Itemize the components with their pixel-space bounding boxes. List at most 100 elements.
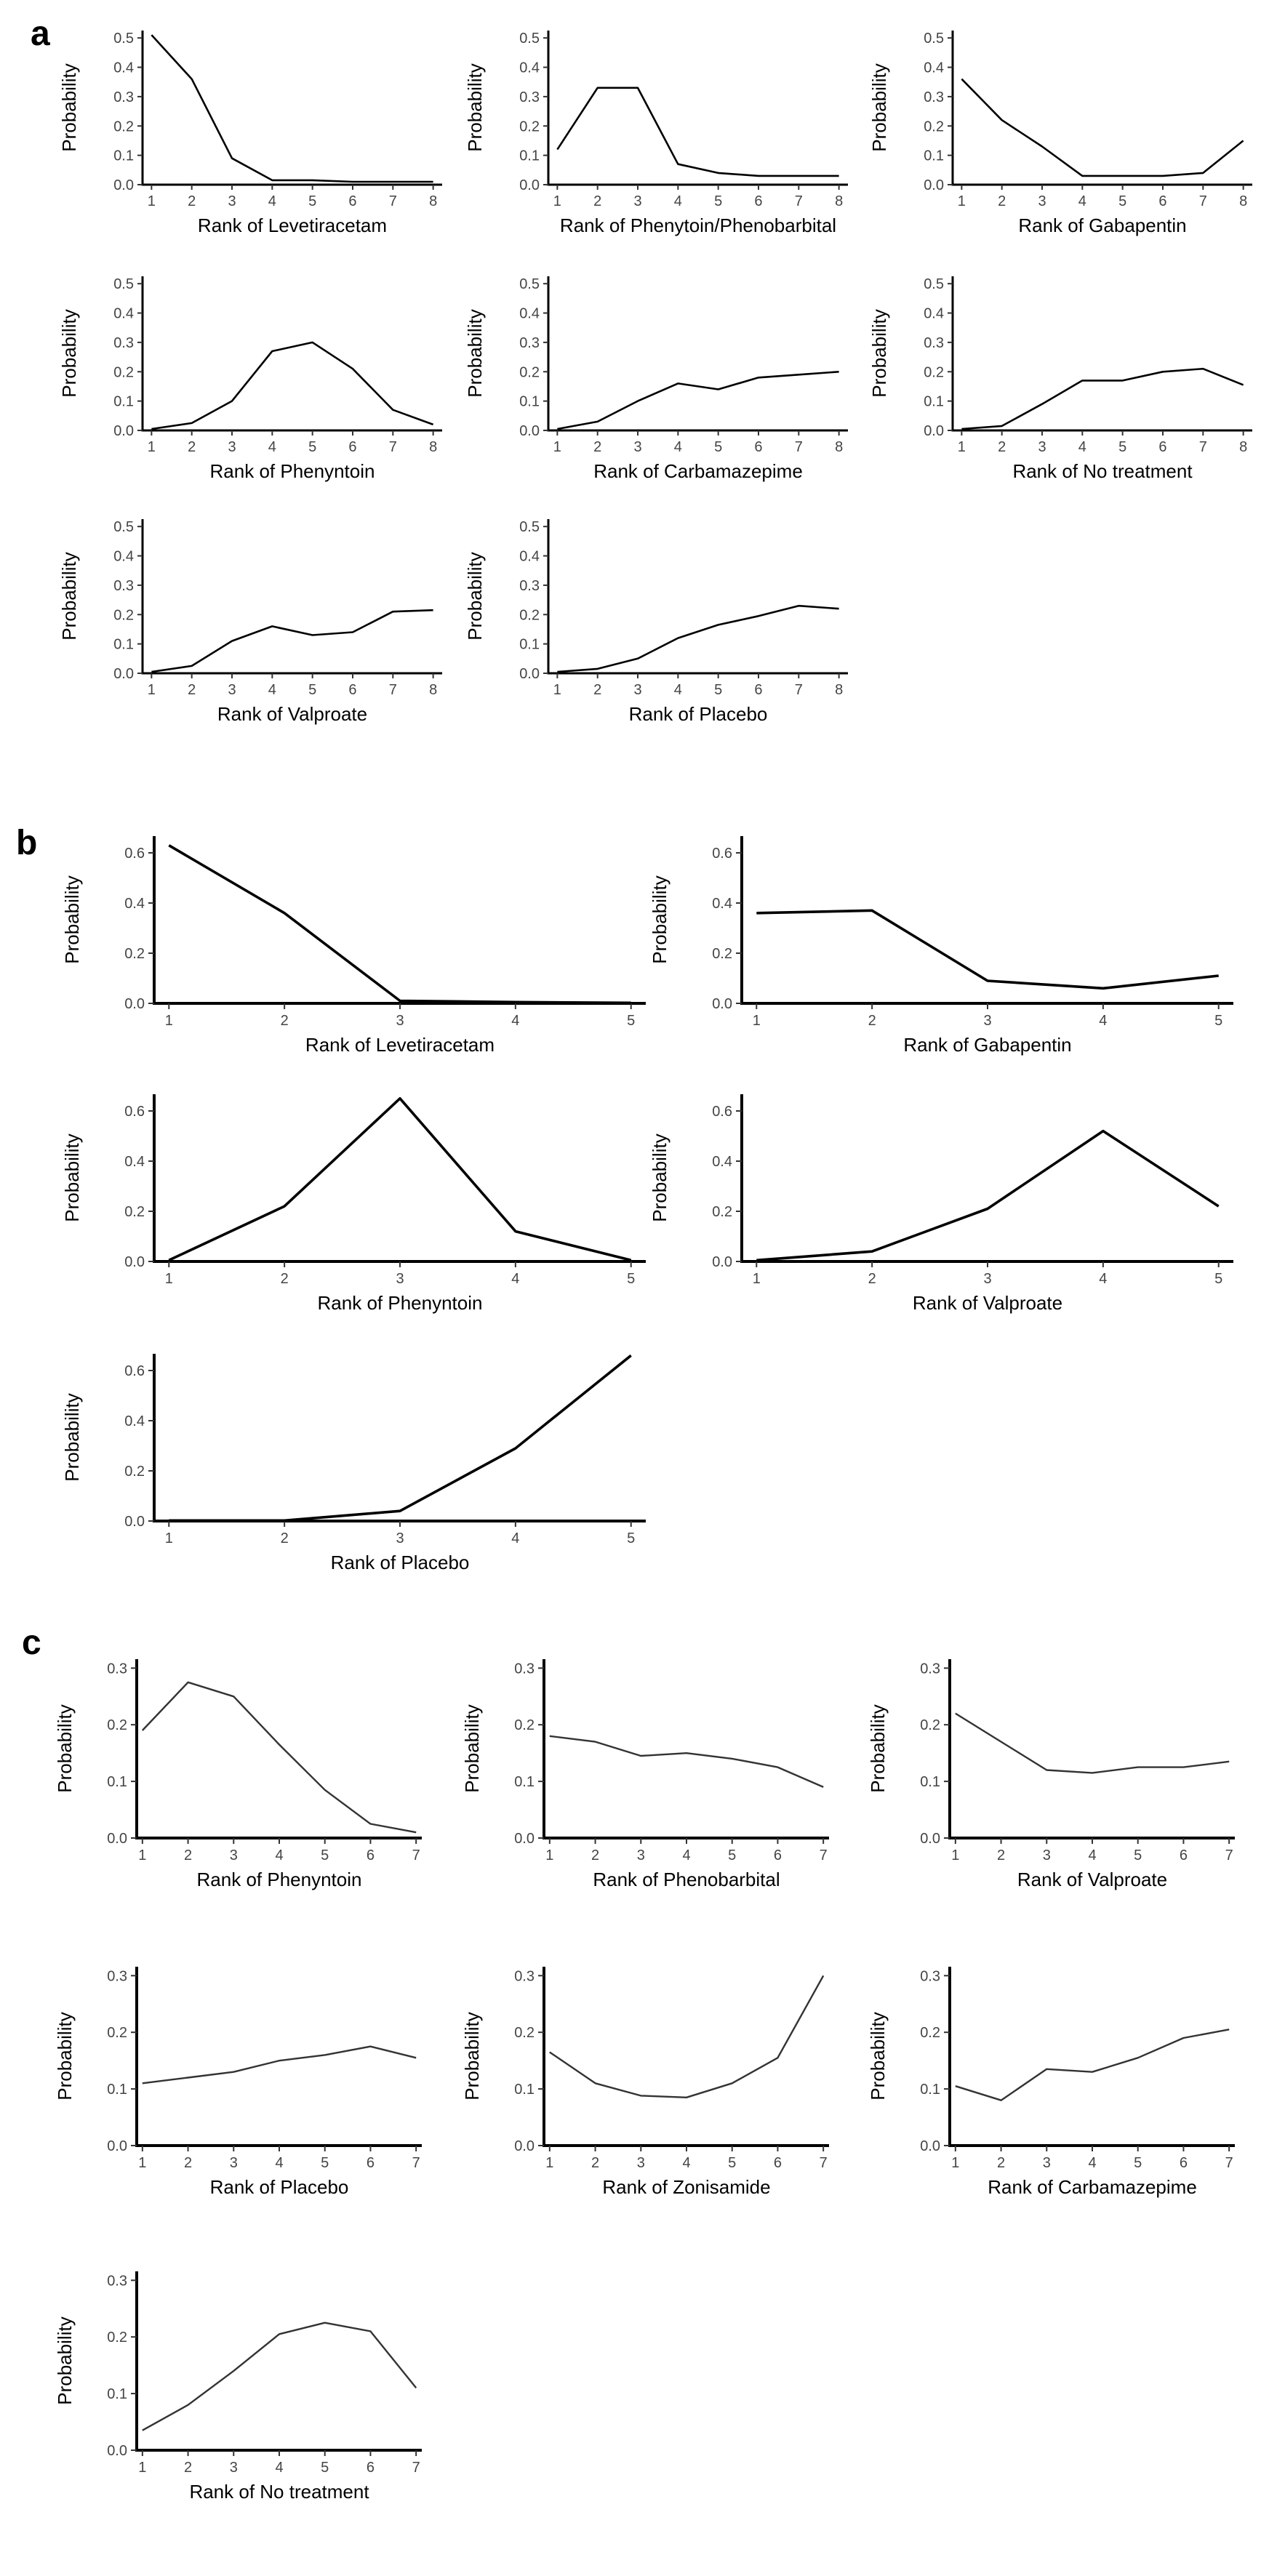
- y-axis-title: Probability: [868, 309, 890, 397]
- plot-b-rank-of-gabapentin: 0.0 0.2 0.4 0.6 1 2 3 4 5 Probability Rank of Gaba…: [649, 836, 1233, 1056]
- x-tick-label: 4: [674, 193, 682, 209]
- x-tick-label: 3: [1043, 1847, 1051, 1863]
- y-tick-label: 0.3: [920, 1661, 940, 1677]
- x-tick-label: 3: [396, 1530, 404, 1546]
- x-tick-label: 2: [593, 439, 601, 455]
- y-tick-label: 0.3: [519, 335, 540, 351]
- y-tick-label: 0.5: [113, 519, 134, 535]
- x-tick-label: 1: [958, 439, 966, 455]
- y-tick-label: 0.3: [924, 89, 944, 105]
- x-tick-label: 2: [997, 1847, 1005, 1863]
- y-tick-label: 0.0: [113, 177, 134, 193]
- x-tick-label: 2: [997, 2155, 1005, 2171]
- series-line: [756, 909, 1219, 990]
- x-tick-label: 3: [633, 439, 641, 455]
- x-tick-label: 5: [308, 439, 316, 455]
- y-tick-label: 0.0: [113, 423, 134, 439]
- series-line: [955, 1712, 1230, 1774]
- x-tick-label: 8: [835, 439, 843, 455]
- plot-b-rank-of-placebo: 0.0 0.2 0.4 0.6 1 2 3 4 5 Probability Rank of Plac…: [61, 1354, 646, 1573]
- x-tick-label: 4: [1099, 1013, 1107, 1029]
- x-tick-label: 5: [1214, 1013, 1222, 1029]
- y-tick-label: 0.4: [924, 60, 944, 76]
- y-tick-label: 0.3: [519, 578, 540, 594]
- y-tick-label: 0.5: [519, 519, 540, 535]
- x-axis-title: Rank of Gabapentin: [903, 1034, 1071, 1056]
- plot-a-rank-of-valproate: 0.0 0.1 0.2 0.3 0.4 0.5 1 2 3 4 5 6 7 8 Probability Ran…: [58, 519, 442, 725]
- x-tick-label: 5: [627, 1013, 635, 1029]
- y-tick-label: 0.2: [514, 2025, 535, 2041]
- x-tick-label: 1: [545, 1847, 553, 1863]
- x-tick-label: 1: [148, 682, 156, 698]
- x-tick-label: 2: [188, 439, 196, 455]
- x-tick-label: 4: [1088, 2155, 1096, 2171]
- series-line: [142, 2322, 417, 2431]
- x-tick-label: 3: [633, 193, 641, 209]
- x-axis-title: Rank of No treatment: [189, 2481, 369, 2503]
- x-tick-label: 7: [389, 439, 397, 455]
- y-tick-label: 0.0: [107, 2138, 127, 2154]
- y-tick-label: 0.1: [113, 148, 134, 164]
- y-tick-label: 0.1: [113, 394, 134, 410]
- x-tick-label: 3: [637, 2155, 645, 2171]
- panel-letter-b: b: [16, 824, 37, 862]
- x-tick-label: 1: [138, 2155, 146, 2171]
- x-axis-title: Rank of No treatment: [1012, 460, 1193, 482]
- y-tick-label: 0.0: [920, 1831, 940, 1847]
- x-tick-label: 7: [412, 2460, 420, 2476]
- series-line: [151, 609, 433, 673]
- y-tick-label: 0.1: [920, 1774, 940, 1790]
- y-tick-label: 0.4: [519, 306, 540, 322]
- y-axis-title: Probability: [867, 2012, 889, 2100]
- x-tick-label: 7: [389, 682, 397, 698]
- y-tick-label: 0.0: [514, 1831, 535, 1847]
- x-axis-title: Rank of Phenyntoin: [210, 460, 375, 482]
- x-tick-label: 1: [165, 1013, 173, 1029]
- y-tick-label: 0.1: [514, 1774, 535, 1790]
- x-tick-label: 7: [1199, 439, 1207, 455]
- x-tick-label: 7: [1225, 1847, 1233, 1863]
- x-tick-label: 4: [682, 1847, 690, 1863]
- x-axis-title: Rank of Phenytoin/Phenobarbital: [560, 214, 836, 236]
- x-tick-label: 7: [820, 1847, 828, 1863]
- x-tick-label: 5: [1118, 439, 1126, 455]
- y-axis-title: Probability: [58, 63, 80, 151]
- y-tick-label: 0.6: [712, 1104, 732, 1120]
- y-tick-label: 0.5: [924, 31, 944, 47]
- x-tick-label: 5: [308, 193, 316, 209]
- x-tick-label: 1: [753, 1013, 761, 1029]
- plot-c-rank-of-valproate: 0.0 0.1 0.2 0.3 1 2 3 4 5 6 7 Probability Rank of Va…: [867, 1659, 1235, 1890]
- x-tick-label: 3: [633, 682, 641, 698]
- x-tick-label: 6: [367, 1847, 375, 1863]
- x-tick-label: 5: [321, 1847, 329, 1863]
- x-axis-title: Rank of Levetiracetam: [305, 1034, 495, 1056]
- x-tick-label: 3: [230, 2155, 238, 2171]
- x-tick-label: 2: [593, 682, 601, 698]
- plot-b-rank-of-levetiracetam: 0.0 0.2 0.4 0.6 1 2 3 4 5 Probability Rank of Leve…: [61, 836, 646, 1056]
- x-tick-label: 3: [228, 682, 236, 698]
- y-tick-label: 0.4: [519, 60, 540, 76]
- series-line: [557, 604, 839, 673]
- series-line: [168, 844, 631, 1005]
- x-tick-label: 5: [1134, 1847, 1142, 1863]
- x-tick-label: 7: [820, 2155, 828, 2171]
- series-line: [169, 1354, 632, 1522]
- y-axis-title: Probability: [61, 875, 83, 963]
- y-tick-label: 0.6: [124, 846, 145, 862]
- x-axis-title: Rank of Placebo: [331, 1552, 470, 1573]
- x-tick-label: 1: [545, 2155, 553, 2171]
- x-tick-label: 1: [753, 1271, 761, 1287]
- y-axis-title: Probability: [461, 2012, 483, 2100]
- y-axis-title: Probability: [58, 309, 80, 397]
- x-axis-title: Rank of Valproate: [913, 1292, 1062, 1314]
- y-tick-label: 0.2: [107, 2025, 127, 2041]
- y-tick-label: 0.0: [519, 423, 540, 439]
- y-tick-label: 0.2: [514, 1717, 535, 1733]
- y-tick-label: 0.3: [107, 2273, 127, 2289]
- x-tick-label: 7: [389, 193, 397, 209]
- x-tick-label: 1: [958, 193, 966, 209]
- x-tick-label: 2: [591, 1847, 599, 1863]
- y-tick-label: 0.3: [514, 1968, 535, 1984]
- y-tick-label: 0.5: [519, 31, 540, 47]
- y-tick-label: 0.4: [113, 549, 134, 565]
